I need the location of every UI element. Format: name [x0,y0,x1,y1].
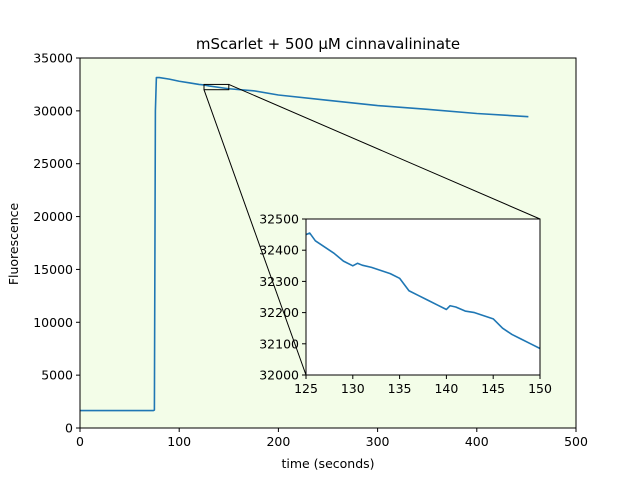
inset-x-tick-label: 125 [294,381,318,396]
main-x-tick-label: 300 [366,434,390,449]
main-x-tick-label: 400 [465,434,489,449]
main-x-tick-label: 200 [266,434,290,449]
inset-x-tick-label: 150 [528,381,552,396]
x-axis-label: time (seconds) [281,456,374,471]
main-x-tick-label: 500 [564,434,588,449]
zoom-connector-lines [203,83,541,376]
main-x-tick-label: 100 [167,434,191,449]
zoom-connector-right [228,83,541,220]
inset-y-tick-label: 32000 [259,368,299,383]
inset-y-tick-label: 32100 [259,336,299,351]
inset-plot: 125 130 135 140 145 150 32000 32100 32200 32300 32… [259,212,552,397]
inset-x-tick-label: 140 [434,381,458,396]
chart-title: mScarlet + 500 µM cinnavalininate [196,35,460,53]
y-axis-label: Fluorescence [6,203,21,286]
main-y-tick-label: 0 [65,421,73,436]
main-y-tick-label: 15000 [33,262,73,277]
main-y-tick-label: 20000 [33,209,73,224]
main-y-tick-label: 25000 [33,156,73,171]
zoom-indicator-box [203,83,230,91]
main-y-tick-label: 30000 [33,103,73,118]
inset-y-tick-label: 32500 [259,212,299,227]
inset-y-tick-label: 32400 [259,243,299,258]
main-plot-frame [79,57,577,429]
main-y-tick-label: 5000 [41,368,73,383]
inset-x-tick-label: 145 [481,381,505,396]
inset-y-tick-label: 32200 [259,305,299,320]
inset-x-tick-label: 130 [341,381,365,396]
main-y-tick-label: 35000 [33,51,73,66]
inset-x-tick-label: 135 [388,381,412,396]
inset-plot-frame [305,218,541,376]
zoom-connector-left [203,89,307,376]
inset-series-line-0 [305,232,541,350]
main-x-tick-label: 0 [76,434,84,449]
inset-y-tick-label: 32300 [259,274,299,289]
main-y-tick-label: 10000 [33,315,73,330]
